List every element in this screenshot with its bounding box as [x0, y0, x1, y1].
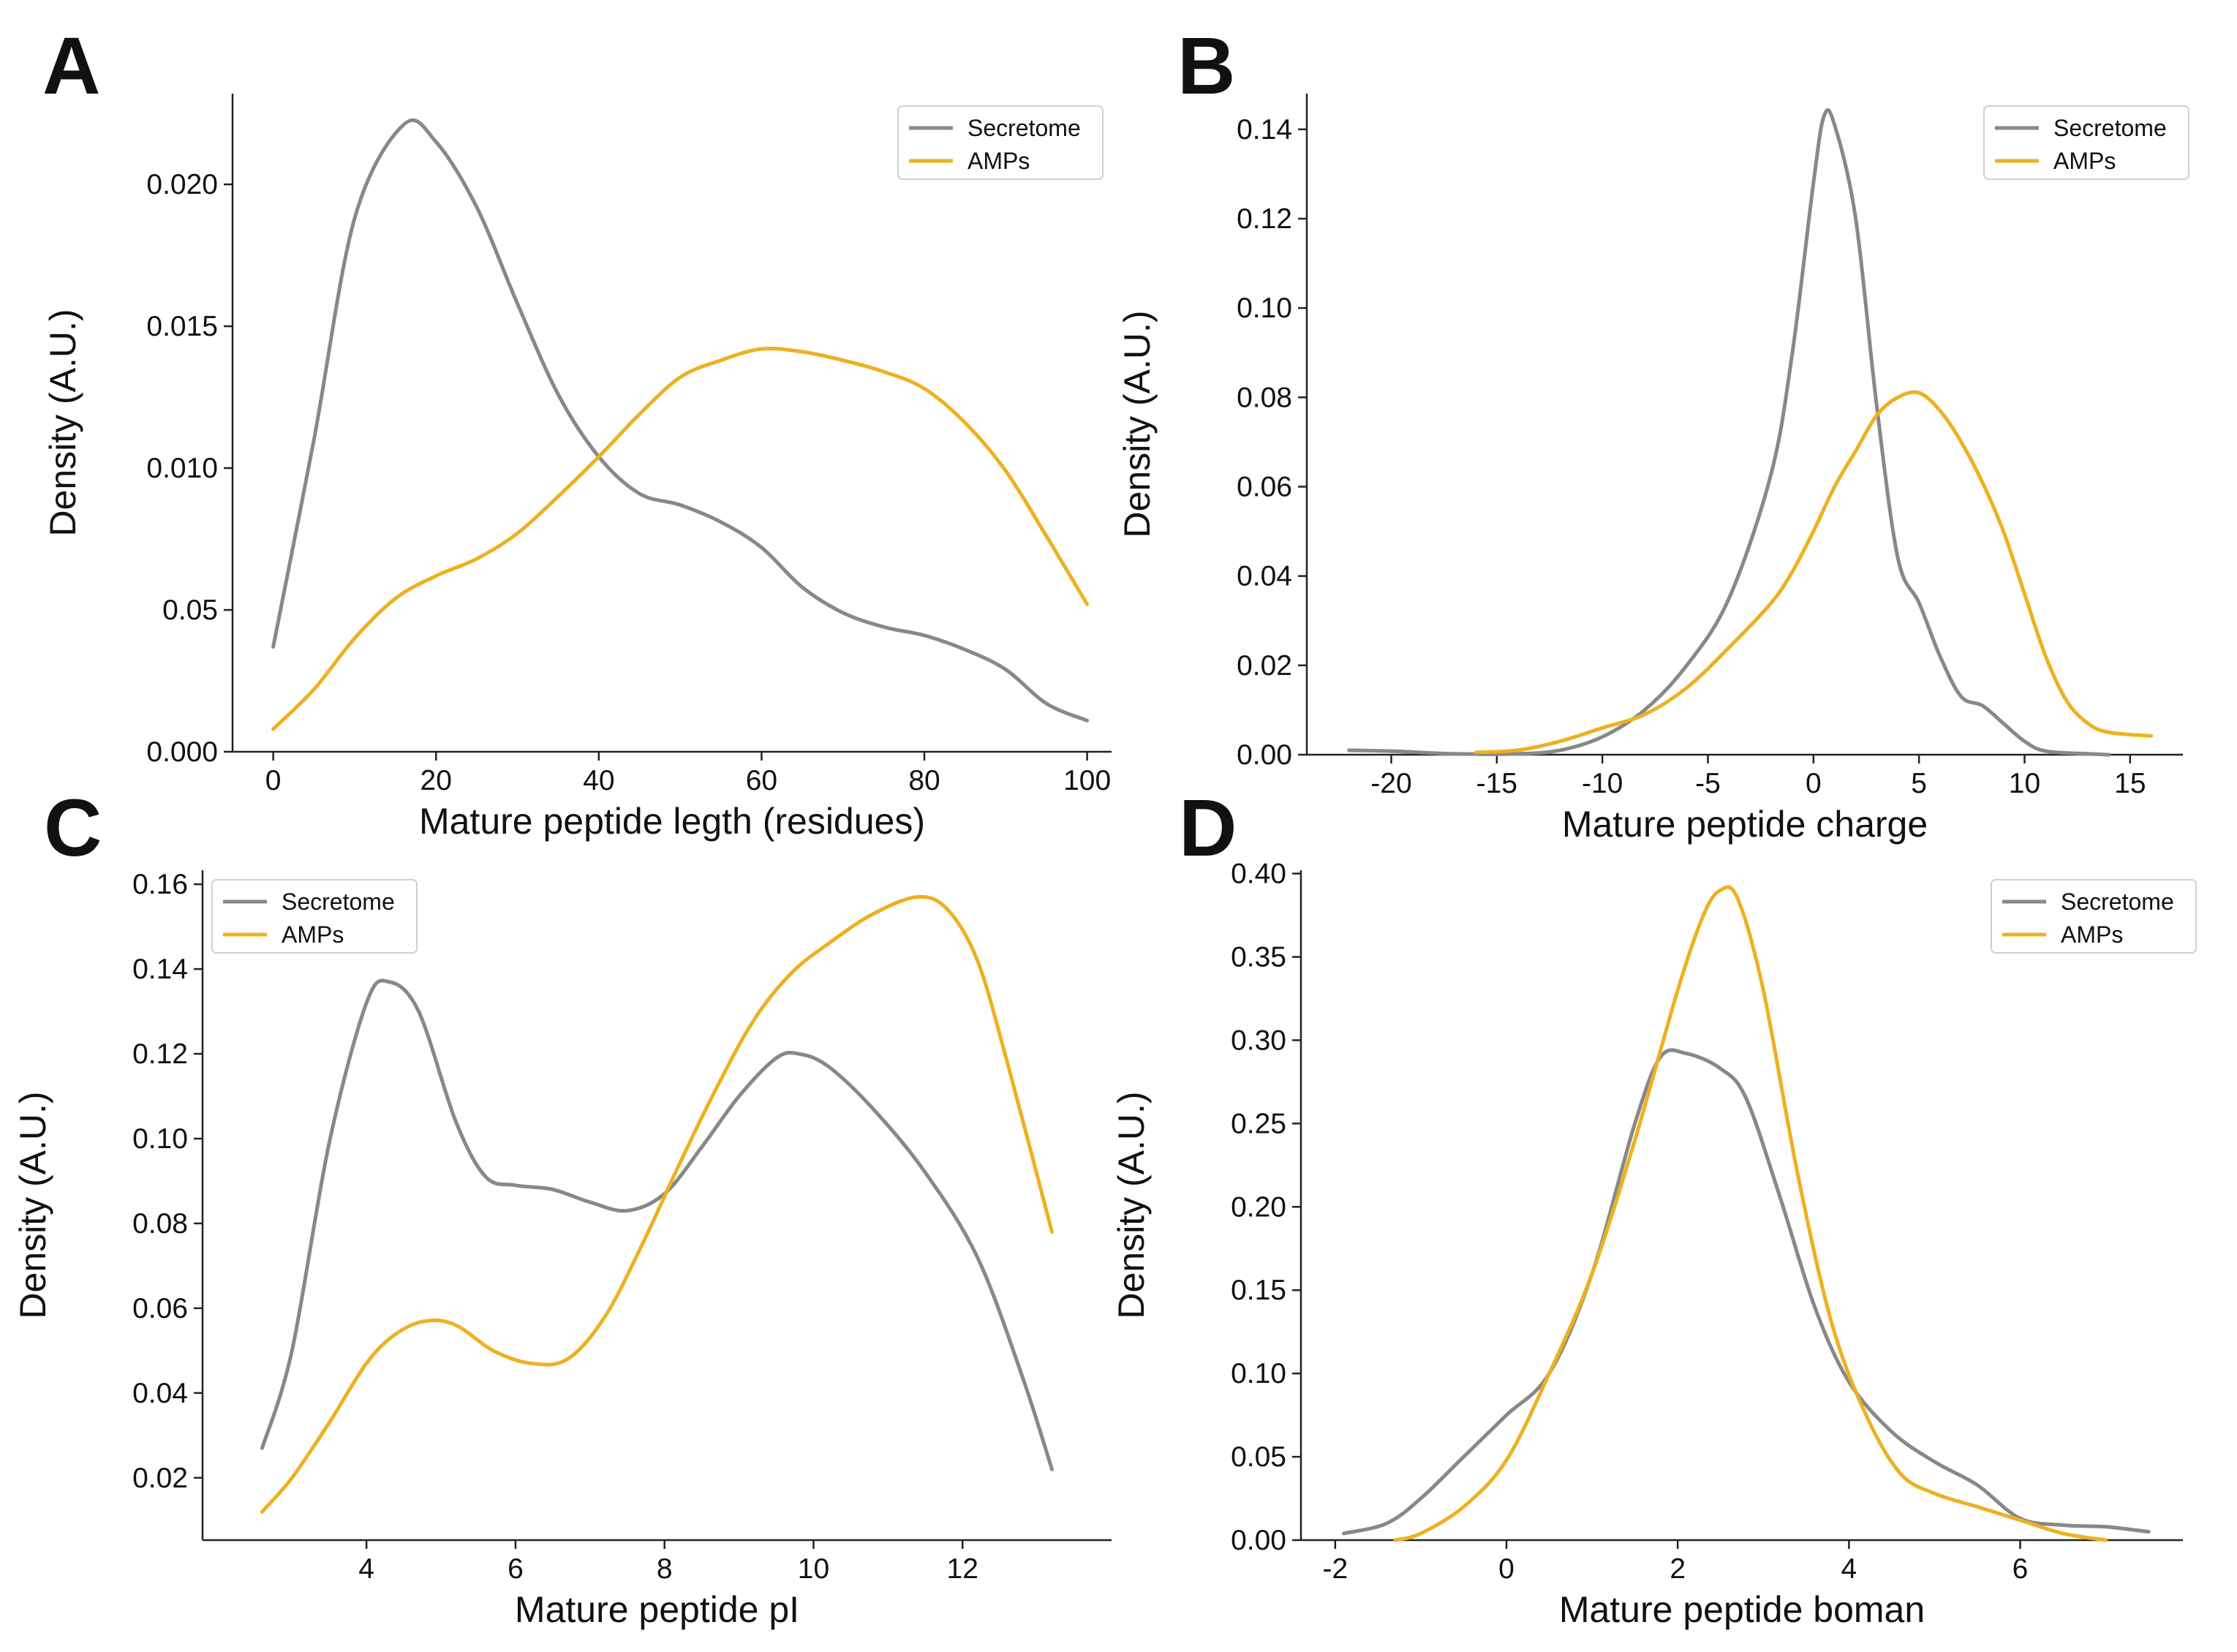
legend: Secretome AMPs — [1991, 879, 2197, 954]
panel-c: C 4 6 8 10 12 0.02 0.04 0.06 0.08 0.10 0.12 0.14 0.16… — [12, 783, 1112, 1630]
series-line-secretome — [1342, 1048, 2151, 1536]
y-tick-label: 0.16 — [132, 869, 188, 900]
x-tick-label: 80 — [908, 765, 940, 796]
x-tick-label: 0 — [1806, 768, 1822, 799]
panel-letter-d: D — [1179, 783, 1237, 873]
x-axis-label: Mature peptide legth (residues) — [419, 801, 925, 842]
x-tick-label: -2 — [1322, 1553, 1348, 1585]
series-line-secretome — [1347, 108, 2111, 757]
series-line-amps — [260, 894, 1054, 1514]
x-tick-label: 8 — [657, 1553, 673, 1585]
x-tick-label: 0 — [265, 765, 282, 796]
x-tick-label: 10 — [798, 1553, 829, 1585]
y-tick-label: 0.08 — [1237, 382, 1292, 413]
y-tick-label: 0.00 — [1237, 739, 1292, 771]
legend: Secretome AMPs — [1983, 105, 2189, 180]
panel-b: B -20 -15 -10 -5 0 5 10 15 0.00 0.02 0.04 0.06 0.08 0.… — [1117, 21, 2189, 845]
series-line-secretome — [271, 118, 1090, 723]
x-tick-label: 6 — [508, 1553, 524, 1585]
y-tick-label: 0.06 — [132, 1293, 188, 1324]
legend-label-amps: AMPs — [2061, 921, 2123, 948]
x-tick-label: 0 — [1498, 1553, 1514, 1585]
y-tick-label: 0.02 — [132, 1463, 188, 1494]
y-tick-label: 0.010 — [146, 453, 218, 484]
y-tick-label: 0.000 — [146, 736, 218, 768]
x-tick-label: 4 — [358, 1553, 374, 1585]
y-axis-label: Density (A.U.) — [42, 309, 83, 536]
series-line-amps — [1474, 390, 2154, 755]
y-tick-label: 0.12 — [132, 1038, 188, 1070]
y-tick-label: 0.06 — [1237, 472, 1292, 503]
legend-label-secretome: Secretome — [2061, 889, 2174, 915]
x-tick-label: 12 — [947, 1553, 978, 1585]
x-axis-label: Mature peptide charge — [1562, 804, 1928, 845]
panel-letter-c: C — [44, 783, 102, 873]
panel-d: D -2 0 2 4 6 0.00 0.05 0.10 0.15 0.20 0.25 0.30 0.35 0… — [1111, 783, 2197, 1630]
y-tick-label: 0.35 — [1231, 941, 1286, 973]
legend-label-amps: AMPs — [282, 921, 344, 948]
y-tick-label: 0.08 — [132, 1208, 188, 1240]
legend-label-amps: AMPs — [967, 148, 1030, 174]
y-tick-label: 0.05 — [1231, 1441, 1286, 1473]
panel-letter-a: A — [42, 21, 100, 111]
y-tick-label: 0.25 — [1231, 1108, 1286, 1139]
x-tick-label: 10 — [2009, 768, 2040, 799]
legend-label-secretome: Secretome — [967, 115, 1081, 141]
x-tick-label: 40 — [583, 765, 614, 796]
legend: Secretome AMPs — [211, 879, 418, 954]
y-tick-label: 0.30 — [1231, 1025, 1286, 1056]
y-tick-label: 0.14 — [132, 954, 188, 985]
y-tick-label: 0.02 — [1237, 650, 1292, 682]
y-tick-label: 0.20 — [1231, 1191, 1286, 1223]
x-tick-label: 15 — [2114, 768, 2146, 799]
x-tick-label: 6 — [2012, 1553, 2029, 1585]
y-tick-label: 0.12 — [1237, 203, 1292, 235]
x-tick-label: 60 — [746, 765, 777, 796]
y-tick-label: 0.10 — [1237, 293, 1292, 324]
x-tick-label: 20 — [420, 765, 452, 796]
x-tick-label: 4 — [1841, 1553, 1857, 1585]
y-tick-label: 0.10 — [1231, 1358, 1286, 1389]
x-tick-label: -10 — [1582, 768, 1623, 799]
y-axis-label: Density (A.U.) — [12, 1091, 53, 1319]
legend: Secretome AMPs — [897, 105, 1104, 180]
y-tick-label: 0.40 — [1231, 859, 1286, 890]
y-tick-label: 0.04 — [132, 1378, 188, 1409]
legend-label-secretome: Secretome — [2053, 115, 2167, 141]
legend-label-secretome: Secretome — [282, 889, 395, 915]
x-axis-label: Mature peptide pI — [515, 1589, 799, 1630]
x-tick-label: 2 — [1670, 1553, 1686, 1585]
x-tick-label: 5 — [1911, 768, 1927, 799]
x-tick-label: -15 — [1476, 768, 1517, 799]
y-tick-label: 0.020 — [146, 169, 218, 200]
series-line-amps — [271, 347, 1090, 731]
y-tick-label: 0.04 — [1237, 561, 1292, 592]
y-tick-label: 0.05 — [162, 595, 218, 626]
x-tick-label: 100 — [1063, 765, 1111, 796]
series-line-secretome — [260, 978, 1054, 1471]
y-tick-label: 0.15 — [1231, 1275, 1286, 1306]
y-axis-label: Density (A.U.) — [1117, 310, 1158, 538]
y-tick-label: 0.10 — [132, 1123, 188, 1155]
x-tick-label: -5 — [1695, 768, 1721, 799]
y-tick-label: 0.14 — [1237, 114, 1292, 146]
legend-label-amps: AMPs — [2053, 148, 2116, 174]
y-tick-label: 0.00 — [1231, 1525, 1286, 1556]
x-tick-label: -20 — [1370, 768, 1411, 799]
series-line-amps — [1393, 885, 2108, 1542]
y-tick-label: 0.015 — [146, 311, 218, 342]
y-axis-label: Density (A.U.) — [1111, 1091, 1152, 1319]
panel-letter-b: B — [1177, 21, 1235, 111]
x-axis-label: Mature peptide boman — [1559, 1589, 1925, 1630]
panel-a: A 0 20 40 60 80 100 0.000 0.05 0.010 0.015 0.020 Mat… — [42, 21, 1112, 842]
